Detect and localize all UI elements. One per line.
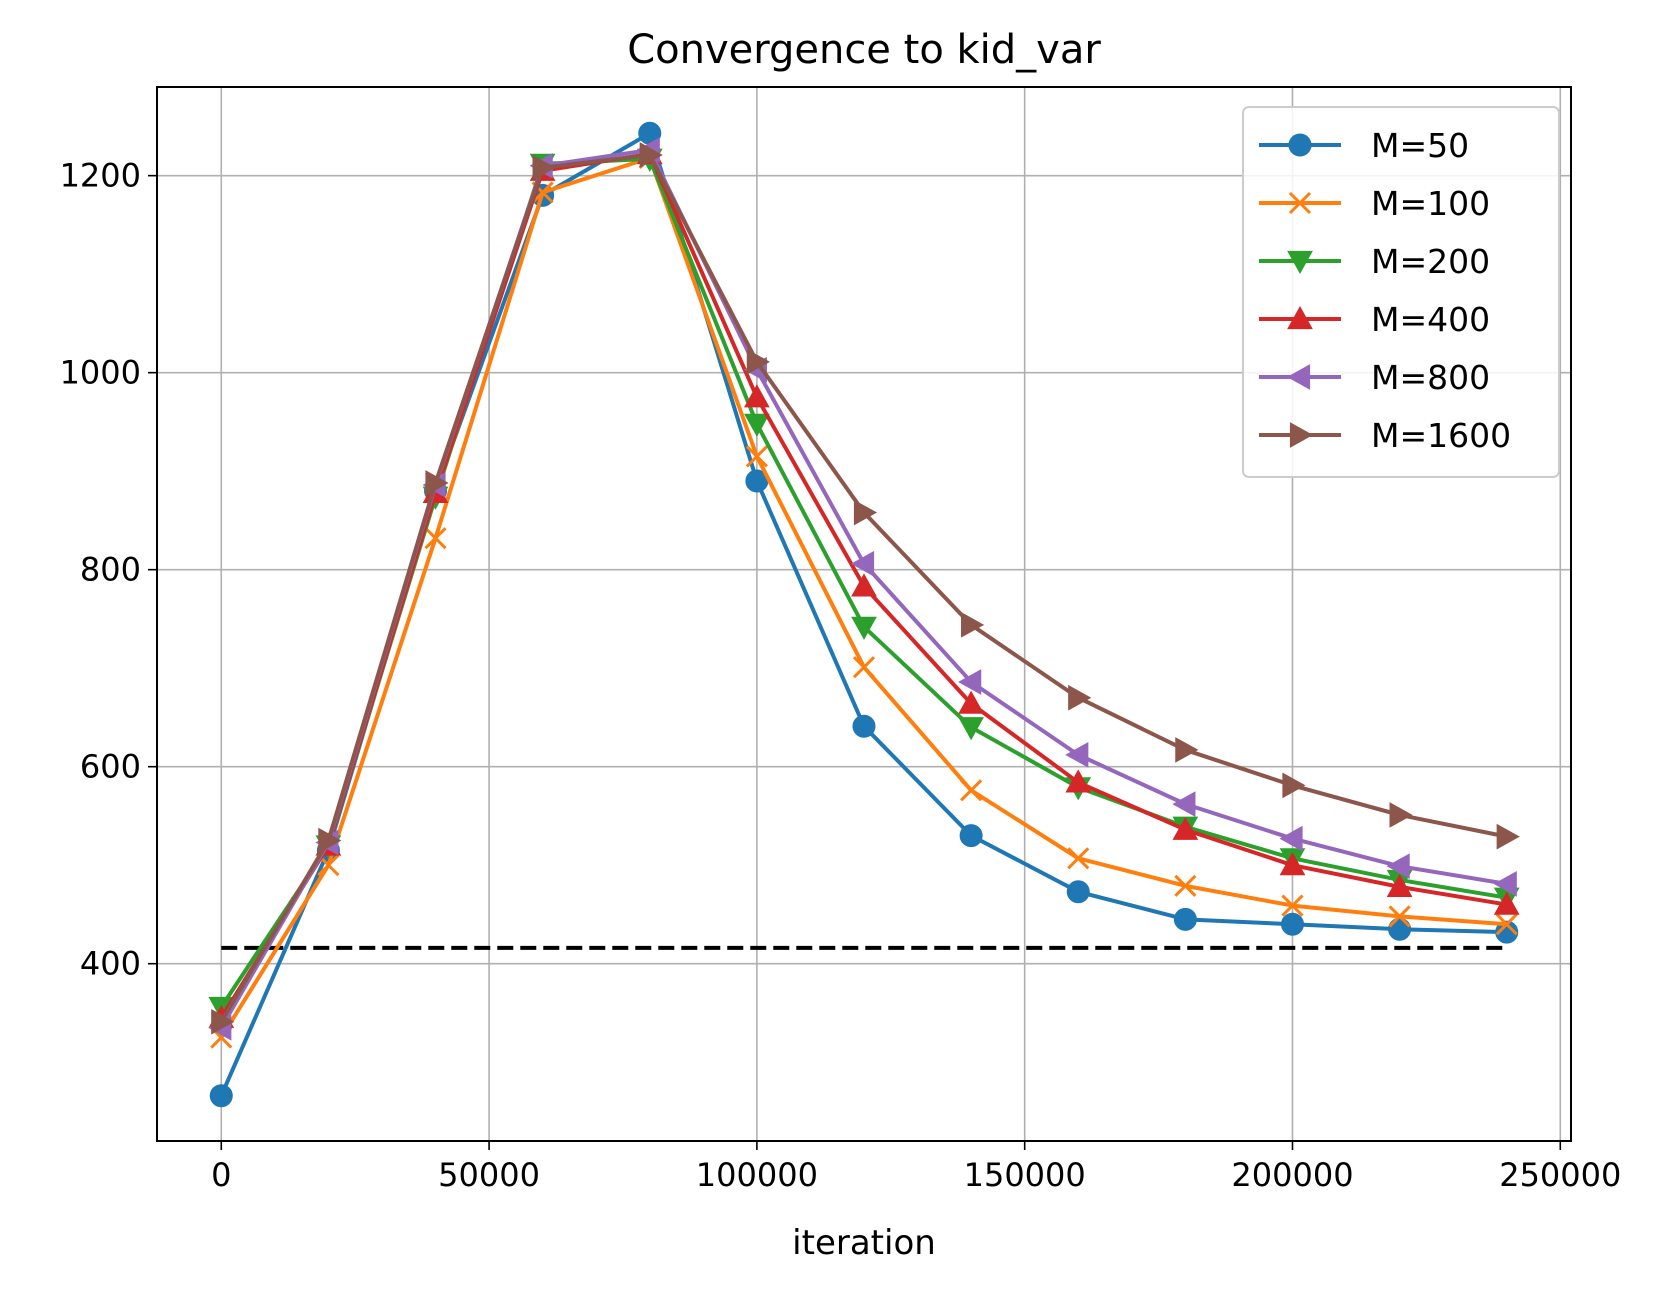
data-point-m-800 (1065, 742, 1089, 768)
data-point-m-50 (1495, 920, 1519, 944)
data-point-m-400 (744, 384, 770, 408)
y-tick-label: 600 (80, 748, 141, 786)
data-point-m-1600 (318, 827, 342, 854)
data-point-m-400 (851, 573, 877, 597)
data-point-m-100 (960, 779, 983, 802)
legend-marker-m-50 (1288, 133, 1312, 157)
legend-marker-m-400 (1287, 305, 1313, 330)
data-point-m-1600 (1175, 737, 1199, 763)
legend-marker-m-200 (1287, 250, 1313, 275)
x-tick-label: 50000 (438, 1156, 540, 1194)
data-point-m-50 (852, 714, 876, 738)
data-point-m-50 (1066, 880, 1090, 904)
legend-label-m-400: M=400 (1371, 300, 1490, 339)
data-point-m-400 (1386, 873, 1413, 897)
legend-item-m-1600: M=1600 (1259, 416, 1511, 455)
data-point-m-1600 (1068, 684, 1092, 711)
data-point-m-800 (1279, 825, 1303, 852)
data-point-m-100 (1495, 913, 1518, 936)
legend-item-m-200: M=200 (1259, 242, 1490, 281)
x-tick-label: 0 (211, 1156, 231, 1194)
data-point-m-1600 (639, 142, 663, 168)
data-point-m-1600 (532, 154, 556, 181)
data-point-m-800 (958, 669, 982, 695)
series-m-1600 (211, 142, 1520, 1035)
data-point-m-1600 (211, 1008, 235, 1035)
data-point-m-1600 (853, 499, 878, 526)
data-point-m-100 (852, 656, 876, 679)
data-point-m-50 (209, 1084, 233, 1108)
legend-label-m-200: M=200 (1371, 242, 1490, 281)
data-point-m-100 (424, 527, 447, 550)
legend-marker-m-100 (1288, 191, 1312, 215)
x-tick-label: 200000 (1231, 1156, 1353, 1194)
chart-title: Convergence to kid_var (627, 27, 1101, 73)
legend-label-m-100: M=100 (1371, 184, 1490, 223)
x-tick-label: 250000 (1499, 1156, 1621, 1194)
data-point-m-800 (850, 550, 875, 577)
data-point-m-400 (1493, 891, 1520, 915)
data-point-m-50 (1280, 912, 1304, 936)
data-point-m-50 (1173, 907, 1197, 931)
data-point-m-800 (1386, 853, 1410, 880)
data-point-m-800 (1172, 791, 1196, 817)
y-tick-label: 400 (80, 945, 141, 983)
data-point-m-100 (1067, 847, 1090, 870)
legend-label-m-800: M=800 (1371, 358, 1490, 397)
legend-item-m-50: M=50 (1259, 126, 1469, 165)
data-point-m-100 (1174, 874, 1197, 897)
legend-label-m-50: M=50 (1371, 126, 1469, 165)
data-point-m-1600 (1496, 823, 1520, 850)
data-point-m-1600 (425, 470, 449, 496)
data-point-m-200 (744, 413, 770, 437)
data-point-m-200 (958, 717, 984, 741)
plot-frame (156, 86, 1572, 1142)
legend-marker-m-1600 (1289, 422, 1314, 448)
data-point-m-1600 (1389, 802, 1413, 828)
x-tick-label: 100000 (696, 1156, 818, 1194)
legend-item-m-800: M=800 (1259, 358, 1490, 397)
data-point-m-100 (1281, 894, 1304, 917)
legend: M=50 M=100 M=200 M=400 M=800 M=1600 (1242, 106, 1560, 478)
data-point-m-1600 (746, 348, 770, 375)
series-group (208, 121, 1520, 1108)
axis-ticks: 0 50000 100000 150000 200000 250000 400 600 800 1… (60, 157, 1622, 1194)
y-tick-label: 1200 (60, 157, 141, 195)
legend-box (1242, 106, 1560, 478)
data-point-m-50 (1388, 917, 1412, 941)
legend-item-m-100: M=100 (1259, 184, 1490, 223)
data-point-m-400 (958, 690, 984, 714)
data-point-m-1600 (961, 611, 985, 638)
data-point-m-400 (1279, 852, 1306, 876)
data-point-m-100 (1388, 905, 1411, 928)
data-point-m-100 (745, 445, 768, 468)
data-point-m-1600 (1282, 772, 1306, 799)
data-point-m-400 (1065, 769, 1092, 793)
series-m-400 (208, 140, 1520, 1028)
x-axis-label: iteration (792, 1223, 936, 1263)
legend-label-m-1600: M=1600 (1371, 416, 1511, 455)
legend-item-m-400: M=400 (1259, 300, 1490, 339)
legend-marker-m-800 (1286, 364, 1311, 390)
y-tick-label: 800 (80, 551, 141, 589)
series-m-100 (210, 146, 1518, 1049)
data-point-m-400 (1172, 816, 1199, 840)
data-point-m-200 (851, 616, 877, 640)
data-point-m-50 (959, 824, 983, 848)
y-tick-label: 1000 (60, 354, 141, 392)
data-point-m-800 (1493, 871, 1517, 897)
x-tick-label: 150000 (964, 1156, 1086, 1194)
